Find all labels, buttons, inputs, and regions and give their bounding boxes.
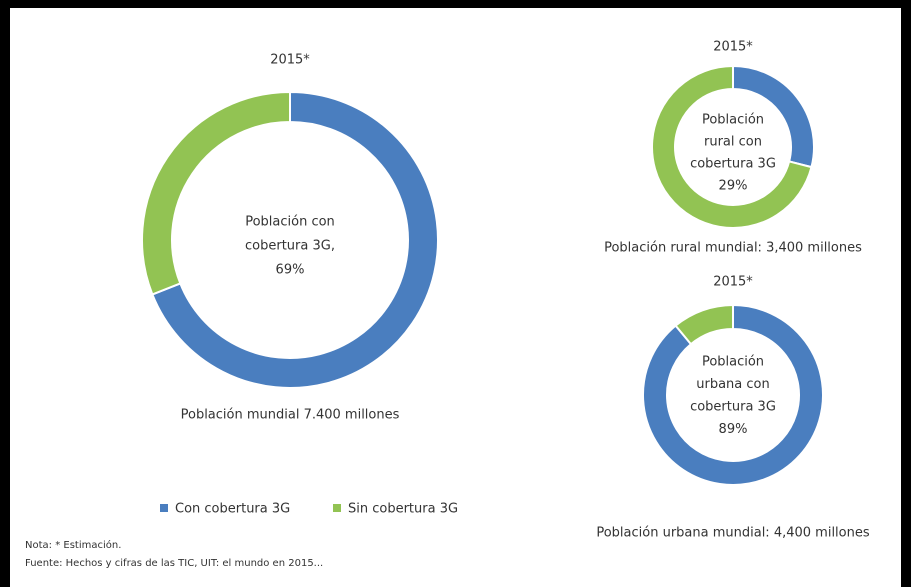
caption: Población urbana mundial: 4,400 millones: [596, 526, 870, 541]
value-label: 89%: [719, 422, 748, 437]
center-label: cobertura 3G: [690, 400, 776, 415]
center-label: Población con: [245, 215, 335, 230]
donut-slice: [141, 90, 291, 296]
legend-swatch: [160, 504, 168, 512]
legend-swatch: [333, 504, 341, 512]
value-label: 29%: [719, 179, 748, 194]
caption: Población rural mundial: 3,400 millones: [604, 241, 862, 256]
caption: Población mundial 7.400 millones: [181, 408, 400, 423]
donut-slice: [674, 303, 734, 346]
donut-title: 2015*: [713, 275, 753, 290]
donut-slice: [642, 303, 824, 486]
center-label: cobertura 3G: [690, 157, 776, 172]
legend-label: Sin cobertura 3G: [348, 502, 458, 517]
value-label: 69%: [276, 263, 305, 278]
note: Nota: * Estimación.: [25, 539, 121, 551]
donut-slice: [151, 90, 439, 389]
donut-slice: [651, 64, 813, 229]
center-label: Población: [702, 355, 764, 370]
legend-label: Con cobertura 3G: [175, 502, 290, 517]
center-label: rural con: [704, 135, 762, 150]
donut-title: 2015*: [270, 53, 310, 68]
donut-title: 2015*: [713, 40, 753, 55]
source: Fuente: Hechos y cifras de las TIC, UIT:…: [25, 558, 323, 569]
center-label: cobertura 3G,: [245, 239, 335, 254]
center-label: Población: [702, 113, 764, 128]
center-label: urbana con: [696, 377, 769, 392]
